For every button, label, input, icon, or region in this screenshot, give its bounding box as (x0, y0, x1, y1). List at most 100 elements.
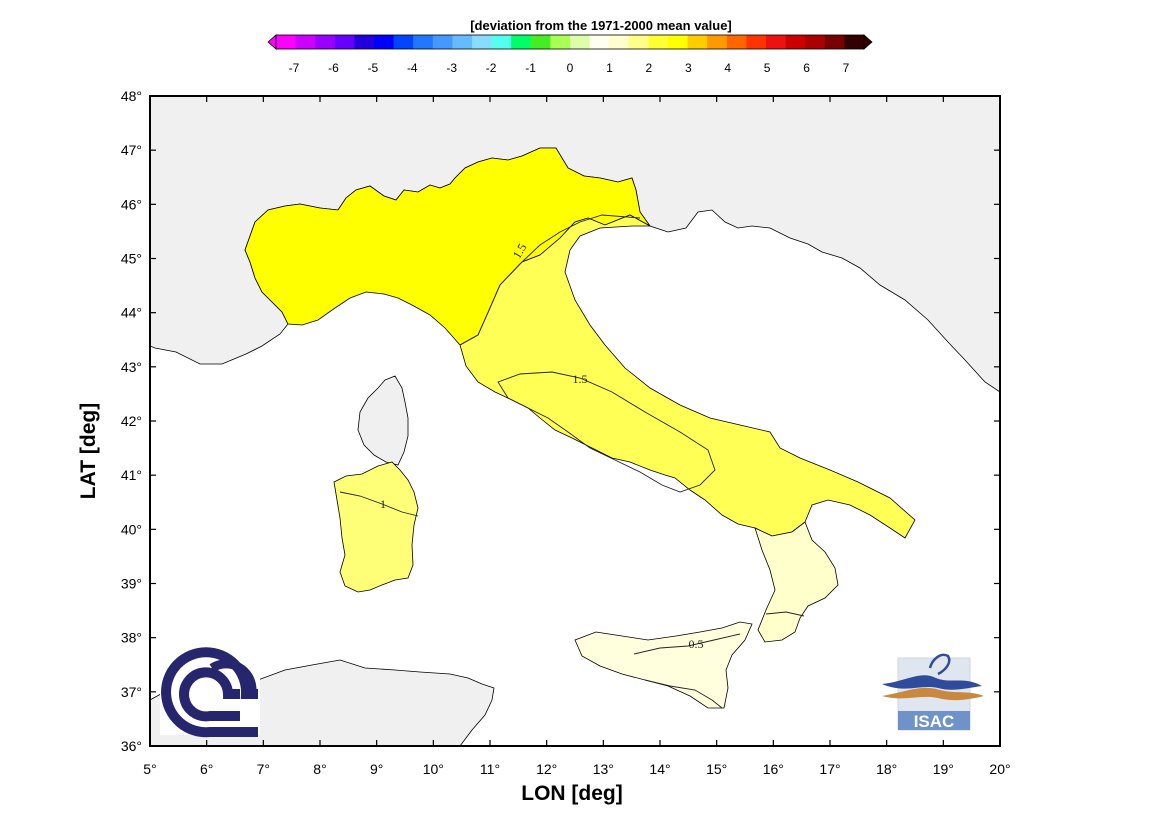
contour-lines (339, 214, 805, 709)
colorbar-frame (275, 34, 865, 50)
region-sardinia (333, 461, 419, 593)
colorbar-tick-label: 6 (803, 61, 810, 75)
lon-tick-label: 18° (876, 761, 897, 777)
colorbar-cell (570, 35, 590, 49)
colorbar-cell (844, 35, 865, 49)
colorbar-tick-label: 5 (764, 61, 771, 75)
colorbar-cell (628, 35, 649, 49)
colorbar-cell (550, 35, 571, 49)
colorbar-cell (824, 35, 845, 49)
colorbar-cell (452, 35, 473, 49)
lat-tick-label: 45° (121, 251, 142, 267)
colorbar-cell (766, 35, 786, 49)
colorbar-cells (276, 35, 865, 49)
colorbar-cell (609, 35, 630, 49)
colorbar-cell (354, 35, 375, 49)
lon-tick-label: 19° (933, 761, 954, 777)
lat-tick-label: 46° (121, 196, 142, 212)
lon-tick-label: 10° (423, 761, 444, 777)
colorbar-cell (295, 35, 316, 49)
lon-tick-label: 8° (313, 761, 326, 777)
region-central-south-italy (459, 214, 916, 539)
contour-line-sardinia-1 (339, 491, 419, 517)
colorbar-tick-label: -7 (289, 61, 300, 75)
map-area: 1.5 1.5 1 0.5 ISAC (150, 96, 1000, 746)
region-north-italy (244, 147, 651, 346)
colorbar-tick-label: 1 (606, 61, 613, 75)
contour-label: 1 (380, 497, 386, 511)
colorbar-left-arrow (267, 34, 277, 50)
colorbar: [deviation from the 1971-2000 mean value… (267, 18, 873, 75)
contour-line-north-1.5 (459, 214, 641, 346)
colorbar-title: [deviation from the 1971-2000 mean value… (470, 18, 732, 33)
colorbar-cell (276, 35, 296, 49)
lon-tick-label: 20° (989, 761, 1010, 777)
lat-tick-label: 38° (121, 630, 142, 646)
isac-logo: ISAC (882, 653, 984, 731)
colorbar-cell (726, 35, 747, 49)
colorbar-cell (511, 35, 532, 49)
colorbar-tick-label: -5 (368, 61, 379, 75)
colorbar-tick-label: 7 (843, 61, 850, 75)
lat-tick-label: 44° (121, 305, 142, 321)
lat-tick-label: 37° (121, 684, 142, 700)
lon-tick-label: 17° (819, 761, 840, 777)
y-axis-title: LAT [deg] (77, 403, 100, 499)
colorbar-right-arrow (863, 34, 873, 50)
colorbar-cell (393, 35, 414, 49)
colorbar-cell (530, 35, 551, 49)
contour-label: 1.5 (573, 372, 588, 386)
colorbar-cell (707, 35, 728, 49)
region-sicily (574, 621, 753, 709)
contour-line-sicily-south (644, 679, 723, 709)
colorbar-tick-label: 3 (685, 61, 692, 75)
colorbar-tick-label: -3 (446, 61, 457, 75)
contour-line-calabria (765, 611, 805, 617)
contour-line-central-1.5 (497, 371, 716, 493)
lat-tick-label: 41° (121, 467, 142, 483)
colorbar-tick-label: -6 (328, 61, 339, 75)
colorbar-cell (472, 35, 492, 49)
colorbar-tick-label: -2 (486, 61, 497, 75)
lon-tick-label: 6° (200, 761, 213, 777)
colorbar-cell (374, 35, 394, 49)
colorbar-ticks: -7 -6 -5 -4 -3 -2 -1 0 1 2 3 4 5 6 7 (289, 61, 850, 75)
lat-tick-label: 39° (121, 576, 142, 592)
colorbar-cell (334, 35, 355, 49)
lat-tick-label: 47° (121, 142, 142, 158)
colorbar-cell (589, 35, 610, 49)
contour-label: 1.5 (510, 241, 530, 261)
x-axis-title: LON [deg] (521, 782, 622, 805)
colorbar-cell (413, 35, 434, 49)
lon-tick-label: 9° (370, 761, 383, 777)
lon-tick-label: 13° (593, 761, 614, 777)
cnr-logo (160, 647, 260, 738)
lon-tick-label: 15° (706, 761, 727, 777)
lon-tick-label: 16° (763, 761, 784, 777)
colorbar-cell (785, 35, 806, 49)
lon-tick-label: 5° (143, 761, 156, 777)
contour-line-sicily-0.5 (633, 633, 741, 655)
lat-tick-label: 42° (121, 413, 142, 429)
lon-tick-label: 12° (536, 761, 557, 777)
colorbar-tick-label: 0 (567, 61, 574, 75)
lat-tick-label: 40° (121, 521, 142, 537)
colorbar-cell (668, 35, 688, 49)
lat-axis: 36° 37° 38° 39° 40° 41° 42° 43° 44° 45° 46° 47° 48° (121, 88, 1000, 754)
colorbar-cell (491, 35, 512, 49)
colorbar-tick-label: -4 (407, 61, 418, 75)
colorbar-tick-label: 4 (724, 61, 731, 75)
colorbar-cell (648, 35, 669, 49)
lon-tick-label: 14° (649, 761, 670, 777)
colorbar-cell (805, 35, 826, 49)
colorbar-tick-label: -1 (525, 61, 536, 75)
lat-tick-label: 48° (121, 88, 142, 104)
lat-tick-label: 36° (121, 738, 142, 754)
lon-axis: 5° 6° 7° 8° 9° 10° 11° 12° 13° 14° 15° 16° 17° 18° 19°… (143, 96, 1011, 777)
colorbar-tick-label: 2 (646, 61, 653, 75)
contour-label: 0.5 (689, 637, 704, 651)
colorbar-cell (746, 35, 767, 49)
lon-tick-label: 7° (257, 761, 270, 777)
lon-tick-label: 11° (480, 761, 500, 777)
